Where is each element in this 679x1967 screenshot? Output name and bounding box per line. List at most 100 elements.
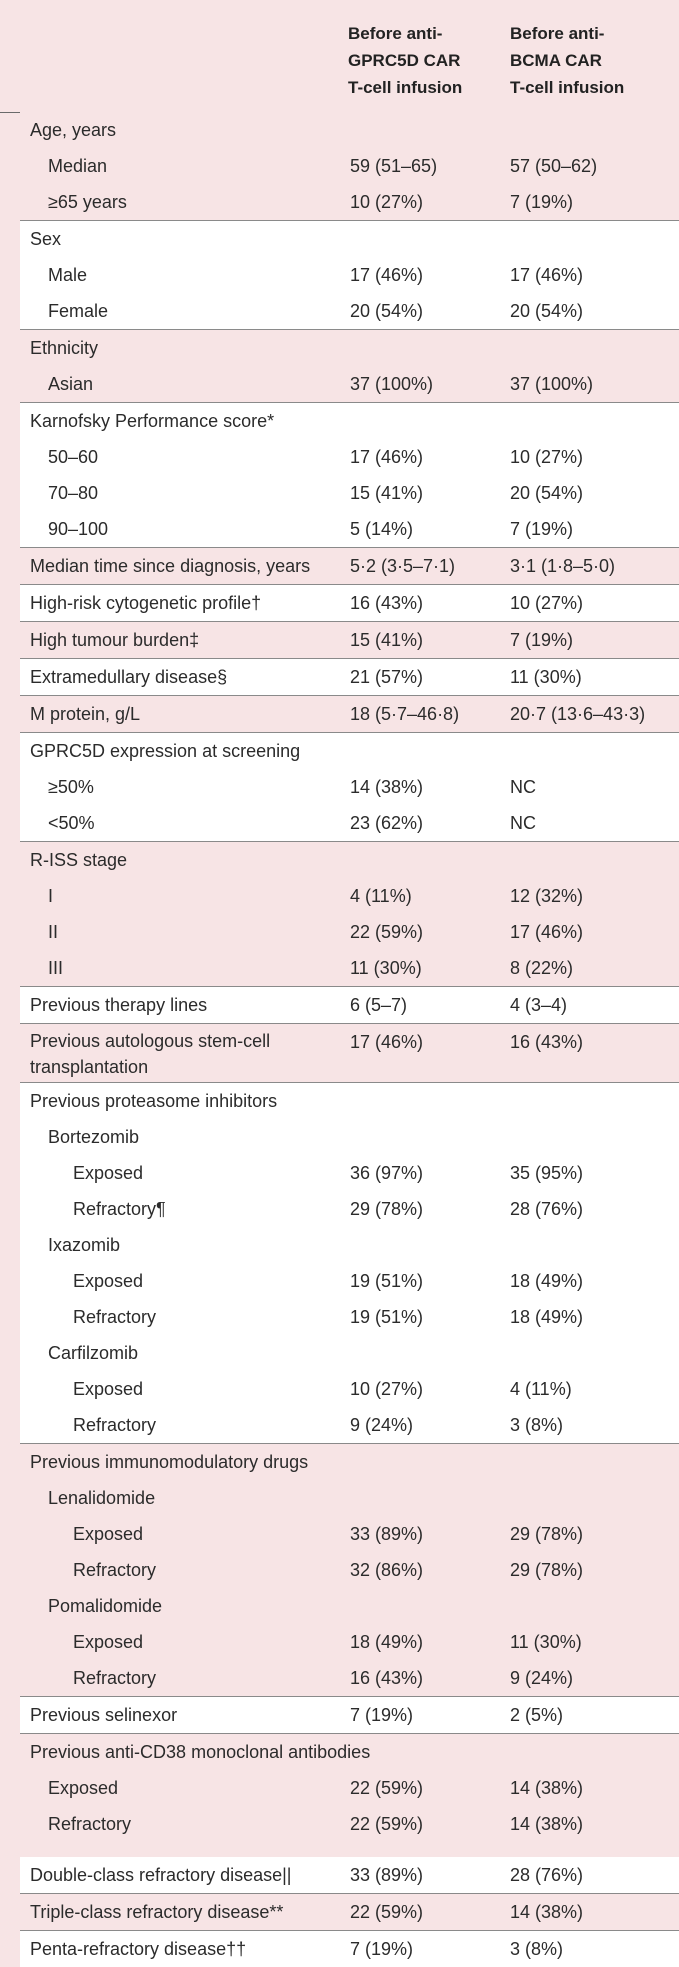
value-gprc5d: 36 (97%): [350, 1163, 424, 1183]
row-label: Age, years: [30, 120, 117, 140]
row-label: I: [48, 886, 54, 906]
value-bcma: 29 (78%): [510, 1560, 584, 1580]
value-gprc5d: 23 (62%): [350, 813, 424, 833]
row-label: Female: [48, 301, 109, 321]
row-label: Exposed: [73, 1524, 144, 1544]
table-row: ≥65 years 10 (27%) 7 (19%): [20, 184, 679, 220]
table-row: <50% 23 (62%) NC: [20, 805, 679, 841]
value-bcma: 29 (78%): [510, 1524, 584, 1544]
row-label: Refractory¶: [73, 1199, 166, 1219]
value-bcma: 37 (100%): [510, 374, 594, 394]
row-label: ≥50%: [48, 777, 94, 797]
row-label: Triple-class refractory disease**: [30, 1902, 284, 1922]
table-row: Previous anti-CD38 monoclonal antibodies: [20, 1733, 679, 1770]
row-label: High tumour burden‡: [30, 630, 200, 650]
value-gprc5d: 19 (51%): [350, 1271, 424, 1291]
value-bcma: 14 (38%): [510, 1814, 584, 1834]
table-row: Exposed 10 (27%) 4 (11%): [20, 1371, 679, 1407]
row-label: Carfilzomib: [48, 1343, 139, 1363]
table-row: Refractory 22 (59%) 14 (38%): [20, 1806, 679, 1842]
value-bcma: 7 (19%): [510, 192, 574, 212]
row-label: R-ISS stage: [30, 850, 128, 870]
table-row: Refractory¶ 29 (78%) 28 (76%): [20, 1191, 679, 1227]
table-row: Refractory 9 (24%) 3 (8%): [20, 1407, 679, 1443]
row-label: Refractory: [73, 1415, 157, 1435]
table-body: Age, years Median 59 (51–65) 57 (50–62) ≥65 …: [20, 112, 679, 1967]
row-label: Previous selinexor: [30, 1705, 178, 1725]
row-label: Previous autologous stem-cell transplant…: [30, 1031, 271, 1077]
row-label: Exposed: [73, 1163, 144, 1183]
table-row: Pomalidomide: [20, 1588, 679, 1624]
value-gprc5d: 9 (24%): [350, 1415, 414, 1435]
value-bcma: 3 (8%): [510, 1415, 564, 1435]
row-label: Exposed: [73, 1271, 144, 1291]
value-gprc5d: 10 (27%): [350, 1379, 424, 1399]
row-label: High-risk cytogenetic profile†: [30, 593, 262, 613]
value-gprc5d: 17 (46%): [350, 265, 424, 285]
table-row: Previous therapy lines 6 (5–7) 4 (3–4): [20, 986, 679, 1023]
row-label: Ethnicity: [30, 338, 99, 358]
value-bcma: 14 (38%): [510, 1902, 584, 1922]
row-label: III: [48, 958, 64, 978]
value-gprc5d: 17 (46%): [350, 447, 424, 467]
row-label: II: [48, 922, 59, 942]
table-row: Ethnicity: [20, 329, 679, 366]
row-label: Previous anti-CD38 monoclonal antibodies: [30, 1742, 371, 1762]
value-bcma: NC: [510, 813, 536, 833]
table-row: Karnofsky Performance score*: [20, 402, 679, 439]
row-label: 70–80: [48, 483, 99, 503]
table-row: I 4 (11%) 12 (32%): [20, 878, 679, 914]
table-row: Exposed 36 (97%) 35 (95%): [20, 1155, 679, 1191]
table-header: Before anti- GPRC5D CAR T-cell infusion …: [0, 0, 679, 113]
row-label: Male: [48, 265, 88, 285]
table-row: ≥50% 14 (38%) NC: [20, 769, 679, 805]
value-bcma: 10 (27%): [510, 447, 584, 467]
value-bcma: 3 (8%): [510, 1939, 564, 1959]
table-row: Carfilzomib: [20, 1335, 679, 1371]
table-row: High tumour burden‡ 15 (41%) 7 (19%): [20, 621, 679, 658]
row-label: 90–100: [48, 519, 109, 539]
value-bcma: 11 (30%): [510, 667, 582, 687]
value-gprc5d: 17 (46%): [350, 1032, 424, 1052]
table-row: Double-class refractory disease|| 33 (89%…: [20, 1857, 679, 1893]
value-gprc5d: 5·2 (3·5–7·1): [350, 556, 456, 576]
table-row: GPRC5D expression at screening: [20, 732, 679, 769]
value-gprc5d: 4 (11%): [350, 886, 412, 906]
value-gprc5d: 59 (51–65): [350, 156, 438, 176]
table-row: Median 59 (51–65) 57 (50–62): [20, 148, 679, 184]
column-header-bcma: Before anti- BCMA CAR T-cell infusion: [510, 24, 625, 97]
table-row: M protein, g/L 18 (5·7–46·8) 20·7 (13·6–43…: [20, 695, 679, 732]
value-gprc5d: 5 (14%): [350, 519, 414, 539]
table-row: III 11 (30%) 8 (22%): [20, 950, 679, 986]
value-gprc5d: 32 (86%): [350, 1560, 424, 1580]
table-row: Median time since diagnosis, years 5·2 (3…: [20, 547, 679, 584]
value-gprc5d: 22 (59%): [350, 1814, 424, 1834]
table-row: R-ISS stage: [20, 841, 679, 878]
table-row: Previous autologous stem-cell transplant…: [20, 1023, 679, 1082]
value-gprc5d: 37 (100%): [350, 374, 434, 394]
value-gprc5d: 16 (43%): [350, 593, 424, 613]
table-row: Female 20 (54%) 20 (54%): [20, 293, 679, 329]
row-label: <50%: [48, 813, 95, 833]
row-label: Extramedullary disease§: [30, 667, 228, 687]
row-label: ≥65 years: [48, 192, 127, 212]
value-gprc5d: 18 (5·7–46·8): [350, 704, 460, 724]
value-bcma: 9 (24%): [510, 1668, 574, 1688]
row-label: Lenalidomide: [48, 1488, 156, 1508]
value-gprc5d: 33 (89%): [350, 1524, 424, 1544]
row-label: GPRC5D expression at screening: [30, 741, 301, 761]
row-label: Previous therapy lines: [30, 995, 208, 1015]
row-label: Refractory: [73, 1307, 157, 1327]
value-gprc5d: 22 (59%): [350, 1902, 424, 1922]
table-row: Triple-class refractory disease** 22 (59%…: [20, 1893, 679, 1930]
table-row: 70–80 15 (41%) 20 (54%): [20, 475, 679, 511]
value-bcma: 3·1 (1·8–5·0): [510, 556, 616, 576]
value-bcma: 35 (95%): [510, 1163, 584, 1183]
column-header-gprc5d: Before anti- GPRC5D CAR T-cell infusion: [348, 24, 463, 97]
value-gprc5d: 33 (89%): [350, 1865, 424, 1885]
table-row: Exposed 18 (49%) 11 (30%): [20, 1624, 679, 1660]
value-bcma: 20 (54%): [510, 483, 584, 503]
table-row: Lenalidomide: [20, 1480, 679, 1516]
row-label: Bortezomib: [48, 1127, 140, 1147]
row-label: Double-class refractory disease||: [30, 1865, 292, 1885]
